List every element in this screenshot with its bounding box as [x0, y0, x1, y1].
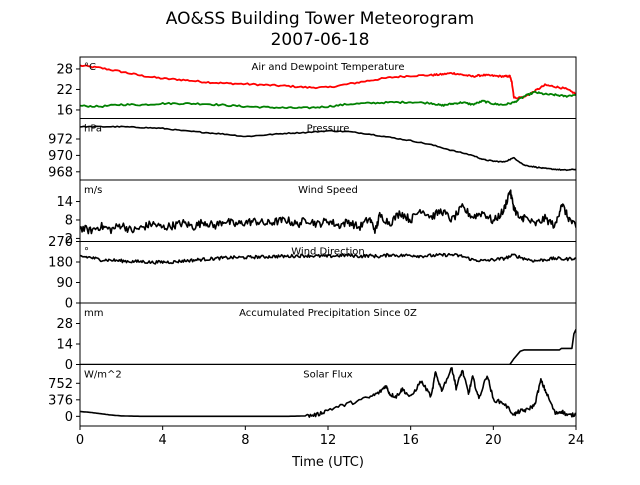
panel-5-ytick-label-3: 28	[56, 317, 73, 332]
figure-date: 2007-06-18	[271, 30, 370, 50]
panel-4-ytick-label-4: 270	[48, 235, 73, 250]
panel-3-ytick-label-1: 2	[65, 232, 73, 247]
x-axis: 0 4 8 12 16 20 24	[76, 433, 584, 448]
panel-4-ytick-label-3: 180	[48, 256, 73, 271]
panel-2-unit: hPa	[84, 124, 102, 135]
x-axis-label: Time (UTC)	[291, 455, 364, 470]
panel-6-ytick-label-1: 0	[65, 410, 73, 425]
panel-1-unit: °C	[84, 62, 96, 73]
panel-5: 0 14 28 Accumulated Precipitation Since 0Z m…	[56, 302, 577, 373]
panel-5-title: Accumulated Precipitation Since 0Z	[239, 308, 417, 319]
panel-3: 2 8 14 Wind Speed m/s	[56, 179, 577, 247]
panel-4-unit: °	[84, 247, 89, 258]
panel-1-ytick-label-2: 22	[56, 83, 73, 98]
panel-6-title: Solar Flux	[303, 370, 353, 381]
panel-3-unit: m/s	[84, 185, 102, 196]
panel-6-ytick-label-2: 376	[48, 393, 73, 408]
x-tick-label-24: 24	[568, 433, 585, 448]
panel-2-title: Pressure	[307, 124, 350, 135]
x-tick-label-16: 16	[402, 433, 419, 448]
panel-5-unit: mm	[84, 308, 103, 319]
panel-4-ytick-label-2: 90	[56, 276, 73, 291]
x-tick-label-12: 12	[320, 433, 337, 448]
panel-3-ytick-label-3: 14	[56, 195, 73, 210]
panel-1-series-1-line	[80, 64, 576, 100]
panel-2-ytick-label-3: 972	[48, 133, 73, 148]
panel-6-unit: W/m^2	[84, 370, 122, 381]
x-tick-label-4: 4	[159, 433, 167, 448]
panel-3-title: Wind Speed	[298, 185, 358, 196]
panel-5-series-1-line	[80, 329, 576, 365]
panel-5-ytick-label-1: 0	[65, 358, 73, 373]
panel-1: 16 22 28 Air and Dewpoint Temperature °C	[56, 56, 577, 119]
panel-2-ytick-label-1: 968	[48, 165, 73, 180]
figure-title: AO&SS Building Tower Meteorogram	[166, 9, 474, 29]
panel-6-ytick-label-3: 752	[48, 377, 73, 392]
panel-1-ytick-label-3: 28	[56, 62, 73, 77]
panel-2-ytick-label-2: 970	[48, 149, 73, 164]
panel-6-series-1-line	[80, 367, 576, 418]
panel-1-ytick-label-1: 16	[56, 103, 73, 118]
panel-3-ytick-label-2: 8	[65, 213, 73, 228]
x-tick-label-0: 0	[76, 433, 84, 448]
x-tick-label-8: 8	[241, 433, 249, 448]
x-tick-label-20: 20	[485, 433, 502, 448]
panel-4-ytick-label-1: 0	[65, 297, 73, 312]
panel-4-title: Wind Direction	[291, 247, 365, 258]
panel-1-title: Air and Dewpoint Temperature	[252, 62, 405, 73]
panel-5-ytick-label-2: 14	[56, 338, 73, 353]
panel-1-series-2-line	[80, 90, 576, 110]
panel-2-series-1-line	[80, 125, 576, 172]
panel-3-series-1-line	[80, 189, 576, 235]
panel-4-series-1-line	[80, 252, 576, 265]
